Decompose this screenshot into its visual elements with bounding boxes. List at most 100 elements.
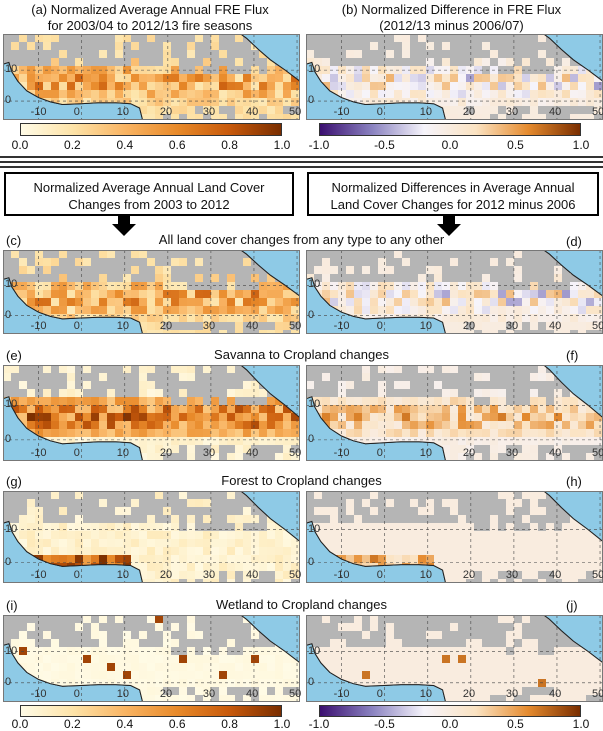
panel-a-title-line2: for 2003/04 to 2012/13 fire seasons [47,18,253,33]
colorbar-tick-label: 0.0 [441,138,459,152]
map-b-fre-difference: -10 0 10 20 30 40 50 10 0 [306,34,603,120]
lon-tick-label: 30 [202,447,216,459]
lon-tick-label: 50 [592,320,603,332]
panel-label-g: (g) [6,474,22,489]
colorbar-sequential-top [20,123,282,136]
lon-tick-label: 50 [592,688,603,700]
lat-tick-label: 0 [5,94,12,107]
lon-tick-label: 10 [419,688,433,700]
lon-tick-label: -10 [30,688,47,700]
lon-tick-label: 30 [505,320,519,332]
map-h-forest-diff: -10 0 10 20 30 40 50 10 0 [306,491,603,583]
map-frame [3,491,300,583]
divider-line [0,166,603,168]
coastline [3,491,300,583]
lon-tick-label: -10 [333,320,350,332]
header-left-line2: Changes from 2003 to 2012 [68,197,230,212]
down-arrow-icon [437,216,461,236]
lon-tick-label: 10 [116,569,130,581]
map-c-all-changes: -10 0 10 20 30 40 50 10 0 [3,250,302,334]
lon-tick-label: 0 [376,106,383,118]
lat-tick-label: 0 [308,308,315,321]
down-arrow-icon [112,216,136,236]
lon-tick-label: -10 [333,447,350,459]
lon-tick-label: -10 [30,320,47,332]
lon-tick-label: 0 [376,688,383,700]
colorbar-tick-label: 0.8 [221,717,238,731]
colorbar-tick-label: 0.0 [441,717,459,731]
colorbar-tick-label: -1.0 [308,138,330,152]
lon-tick-label: -10 [333,569,350,581]
header-right-line1: Normalized Differences in Average Annual [331,180,575,195]
lat-tick-label: 0 [5,308,12,321]
lon-tick-label: 0 [73,106,80,118]
lon-tick-label: 20 [462,447,476,459]
header-box-right: Normalized Differences in Average Annual… [307,172,599,216]
lon-tick-label: 30 [202,106,216,118]
coastline [3,365,300,461]
colorbar-tick-label: 0.2 [64,717,81,731]
lat-tick-label: 0 [5,432,12,445]
coastline [306,365,603,461]
lat-tick-label: 10 [5,522,18,535]
colorbar-tick-label: 0.2 [64,138,81,152]
map-j-wetland-diff: -10 0 10 20 30 40 50 10 0 [306,615,603,702]
section-title-savanna: Savanna to Cropland changes [214,347,389,362]
lon-tick-label: 50 [289,320,302,332]
lon-tick-label: 50 [592,569,603,581]
section-title-all: All land cover changes from any type to … [158,232,445,247]
header-left-line1: Normalized Average Annual Land Cover [33,180,265,195]
lon-tick-label: 20 [462,569,476,581]
colorbar-tick-label: -1.0 [308,717,330,731]
map-e-savanna: -10 0 10 20 30 40 50 10 0 [3,365,302,461]
colorbar-tick-label: -0.5 [374,138,395,152]
colorbar-tick-label: -0.5 [374,717,395,731]
lon-tick-label: 20 [159,569,173,581]
lon-tick-label: 50 [592,106,603,118]
lon-tick-label: 50 [289,447,302,459]
lat-tick-label: 0 [5,555,12,568]
lat-tick-label: 10 [308,644,321,657]
lon-tick-label: 50 [592,447,603,459]
panel-label-f: (f) [566,348,579,363]
lat-tick-label: 10 [5,63,18,76]
lon-tick-label: 20 [462,106,476,118]
lon-tick-label: 20 [159,320,173,332]
colorbar-tick-label: 0.8 [221,138,238,152]
grid-cells [306,250,603,334]
panel-b-title: (b) Normalized Difference in FRE Flux (2… [300,2,603,34]
lon-tick-label: 40 [245,320,259,332]
map-frame [3,34,300,120]
lat-tick-label: 0 [5,675,12,688]
lon-tick-label: 0 [376,447,383,459]
colorbar-tick-label: 0.0 [11,138,29,152]
colorbar-tick-label: 0.6 [168,717,186,731]
lon-tick-label: 0 [73,569,80,581]
lon-tick-label: 10 [419,447,433,459]
colorbar-tick-label: 0.4 [116,717,134,731]
coastline [306,250,603,334]
divider-line [0,161,603,163]
map-d-all-changes-diff: -10 0 10 20 30 40 50 10 0 [306,250,603,334]
lon-tick-label: 40 [548,106,562,118]
lon-tick-label: 0 [376,569,383,581]
coastline [306,491,603,583]
section-title-forest: Forest to Cropland changes [221,473,382,488]
lon-tick-label: 40 [548,447,562,459]
lon-tick-label: 40 [245,688,259,700]
lon-tick-label: 0 [376,320,383,332]
lon-tick-label: 30 [202,688,216,700]
map-frame [3,250,300,334]
coastline [306,615,603,702]
colorbar-tick-label: 0.0 [11,717,29,731]
lon-tick-label: 30 [505,106,519,118]
lon-tick-label: 40 [245,447,259,459]
lat-tick-label: 0 [308,675,315,688]
map-i-wetland: -10 0 10 20 30 40 50 10 0 [3,615,301,702]
lon-tick-label: 40 [245,106,259,118]
lon-tick-label: 40 [548,320,562,332]
colorbar-sequential-bottom [20,705,282,717]
colorbar-tick-label: 1.0 [273,717,291,731]
coastline [3,34,300,120]
lon-tick-label: 10 [419,106,433,118]
